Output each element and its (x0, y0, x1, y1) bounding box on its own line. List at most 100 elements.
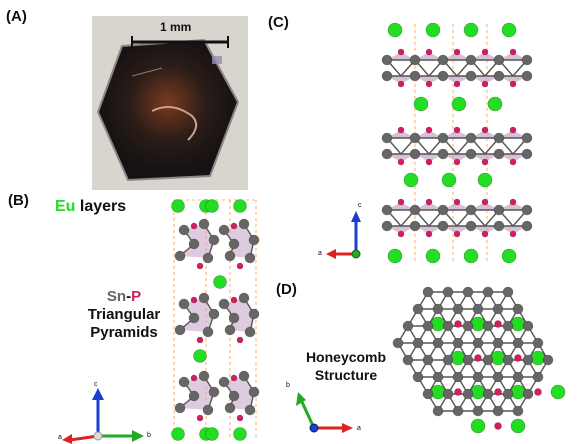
sn-atom (198, 292, 210, 304)
sn-atom (512, 303, 524, 315)
sn-p-pyramid (443, 76, 471, 84)
sn-p-pyramid (180, 314, 214, 332)
axis-a-label-c: a (318, 250, 322, 257)
crystal-highlight (212, 56, 222, 64)
sn-p-pyramid (471, 52, 499, 60)
sn-p-pyramid (415, 130, 443, 138)
p-atom (397, 158, 405, 166)
panel-label-c: (C) (268, 14, 289, 31)
sn-atom (248, 234, 260, 246)
p-atom (425, 158, 433, 166)
eu-atom (450, 350, 466, 366)
sn-atom (482, 320, 494, 332)
p-atom (474, 354, 482, 362)
eu-atom (441, 172, 457, 188)
sn-atom (208, 386, 220, 398)
sn-p-pyramid (443, 130, 471, 138)
eu-atom (463, 22, 479, 38)
sn-atom (521, 220, 533, 232)
p-atom (196, 336, 204, 344)
axis-a-head-d (342, 423, 353, 433)
eu-atom (430, 316, 446, 332)
sn-atom (542, 354, 554, 366)
sn-atom (228, 312, 240, 324)
eu-atom (501, 248, 517, 264)
crystal-structure-c (381, 22, 533, 264)
eu-atom (413, 96, 429, 112)
sn-p-pyramid (387, 76, 415, 84)
eu-atom (171, 427, 185, 441)
sn-atom (422, 388, 434, 400)
p-atom (196, 262, 204, 270)
sn-atom (472, 371, 484, 383)
sn-p-pyramid (499, 226, 527, 234)
sn-atom (228, 390, 240, 402)
crystal-scratch (131, 67, 163, 77)
sn-atom (442, 388, 454, 400)
axis-b-head (132, 430, 144, 442)
sn-atom (452, 337, 464, 349)
sn-atom (465, 204, 477, 216)
p-atom (397, 126, 405, 134)
scale-bar (131, 36, 229, 48)
sn-atom (244, 252, 256, 264)
p-atom (481, 230, 489, 238)
sn-atom (452, 303, 464, 315)
sn-atom (188, 238, 200, 250)
sn-atom (465, 70, 477, 82)
p-atom (425, 48, 433, 56)
sn-atom (178, 376, 190, 388)
eu-atom (490, 350, 506, 366)
sn-atom (493, 204, 505, 216)
sn-atom (381, 148, 393, 160)
sn-atom (482, 286, 494, 298)
sn-atom (437, 54, 449, 66)
p-atom (453, 230, 461, 238)
p-atom (494, 320, 502, 328)
sn-atom (409, 70, 421, 82)
p-atom (453, 198, 461, 206)
sn-p-pyramid (471, 130, 499, 138)
panel-label-b: (B) (8, 192, 29, 209)
axis-b-head-d (296, 392, 306, 406)
eu-atom (193, 349, 207, 363)
p-atom (481, 198, 489, 206)
p-atom (190, 222, 198, 230)
eu-atom (510, 384, 526, 400)
eu-atom (463, 248, 479, 264)
axis-c-head-c (351, 211, 361, 222)
sn-atom (198, 218, 210, 230)
eu-atom (425, 248, 441, 264)
p-atom (190, 374, 198, 382)
sn-atom (178, 224, 190, 236)
axis-a-head (62, 434, 72, 444)
scale-bar-label: 1 mm (160, 20, 192, 34)
sn-label: Sn (106, 288, 127, 305)
sn-atom (202, 404, 214, 416)
p-atom (494, 388, 502, 396)
sn-p-pyramid (443, 202, 471, 210)
p-atom (454, 320, 462, 328)
sn-atom (442, 354, 454, 366)
sn-atom (432, 337, 444, 349)
sn-p-pyramid (499, 130, 527, 138)
sn-atom (437, 204, 449, 216)
sn-atom (492, 303, 504, 315)
sn-atom (188, 390, 200, 402)
eu-label-rest: layers (75, 198, 127, 215)
sn-atom (409, 132, 421, 144)
p-atom (453, 48, 461, 56)
sn-atom (409, 220, 421, 232)
p-atom (481, 158, 489, 166)
sn-atom (412, 303, 424, 315)
sn-atom (402, 354, 414, 366)
eu-atom (510, 418, 526, 434)
sn-p-pyramid (387, 52, 415, 60)
axis-b-label-b: b (147, 432, 151, 439)
axis-origin-c (351, 249, 361, 259)
sn-atom (224, 402, 236, 414)
p-atom (509, 158, 517, 166)
eu-atom (205, 199, 219, 213)
sn-p-pyramid (499, 154, 527, 162)
p-atom (230, 374, 238, 382)
